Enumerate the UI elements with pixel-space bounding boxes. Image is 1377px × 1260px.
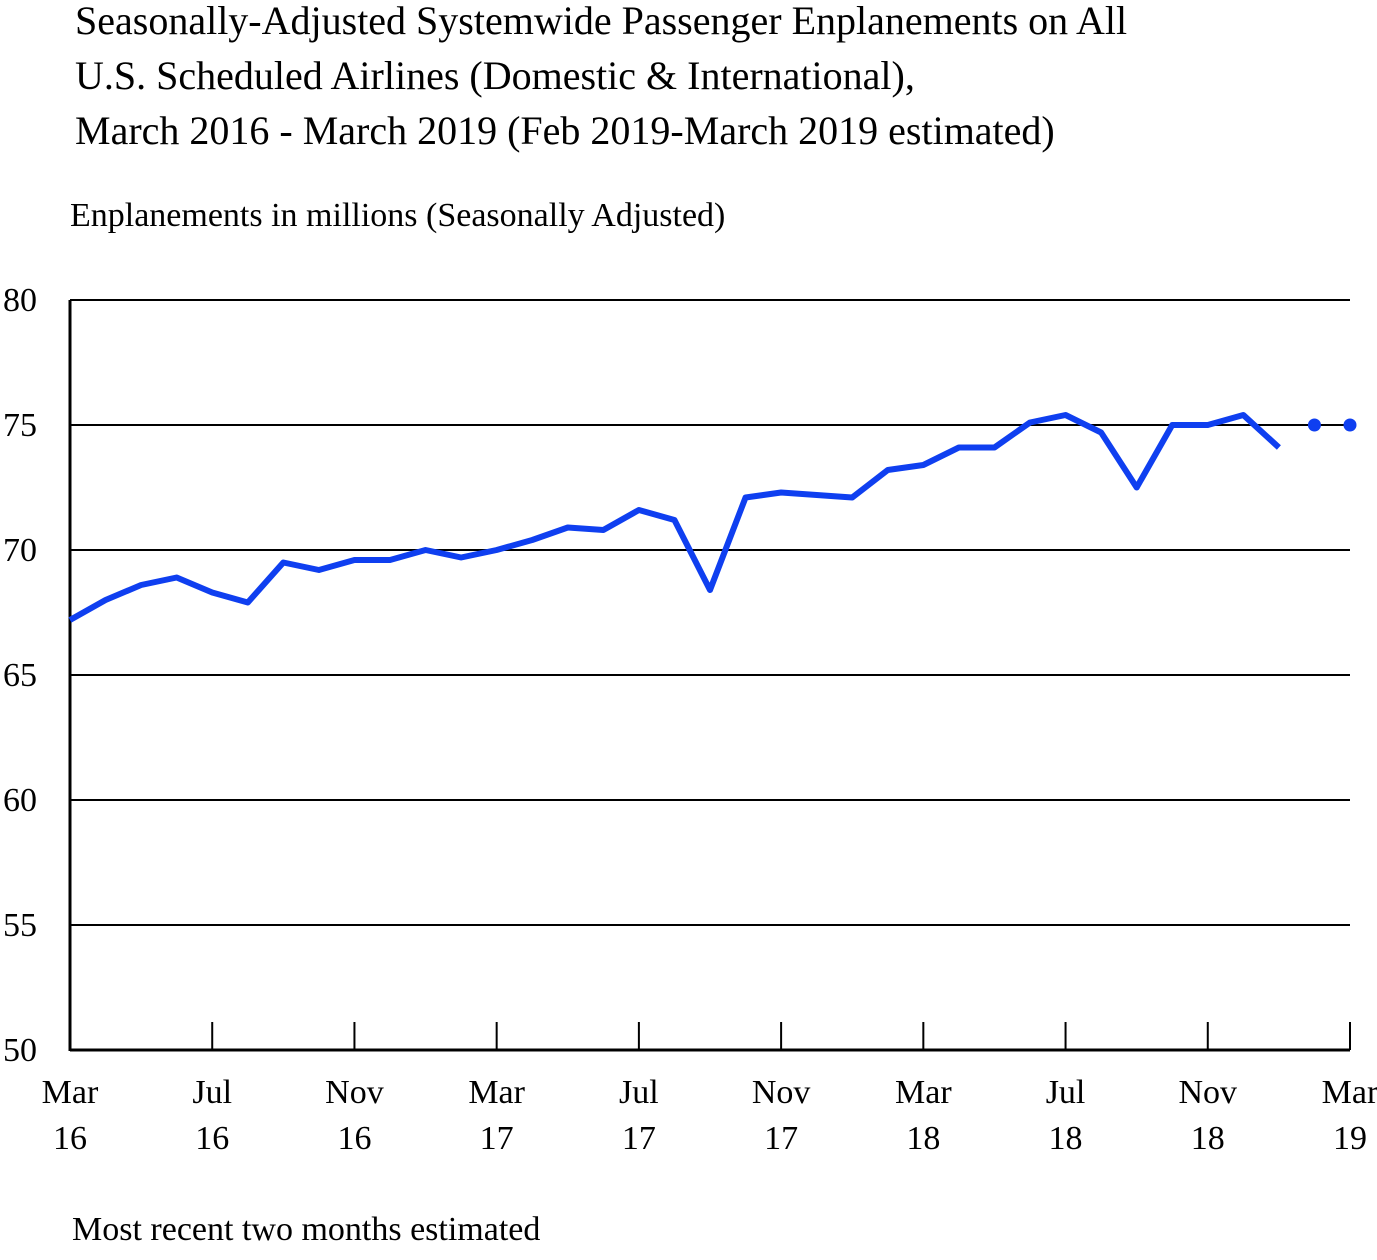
estimated-point xyxy=(1307,418,1321,432)
x-tick-label: Jul xyxy=(192,1074,232,1111)
x-tick-label: Mar xyxy=(895,1074,952,1111)
footnote: Most recent two months estimated xyxy=(72,1211,540,1248)
x-tick-label: Nov xyxy=(325,1074,384,1111)
y-tick-label: 65 xyxy=(3,657,37,694)
x-tick-label: Mar xyxy=(468,1074,525,1111)
x-tick-label: Nov xyxy=(1178,1074,1237,1111)
y-tick-label: 60 xyxy=(3,782,37,819)
y-tick-label: 70 xyxy=(3,532,37,569)
y-tick-label: 75 xyxy=(3,407,37,444)
x-tick-label: 17 xyxy=(480,1120,514,1157)
x-tick-label: Jul xyxy=(1046,1074,1086,1111)
x-tick-label: 17 xyxy=(764,1120,798,1157)
x-tick-label: 16 xyxy=(337,1120,371,1157)
x-tick-label: Mar xyxy=(42,1074,99,1111)
y-tick-label: 80 xyxy=(3,282,37,319)
y-tick-label: 55 xyxy=(3,907,37,944)
chart-title: U.S. Scheduled Airlines (Domestic & Inte… xyxy=(75,53,915,98)
estimated-point xyxy=(1343,418,1357,432)
x-tick-label: Jul xyxy=(619,1074,659,1111)
x-tick-label: 16 xyxy=(53,1120,87,1157)
x-tick-label: 18 xyxy=(1049,1120,1083,1157)
x-tick-label: 16 xyxy=(195,1120,229,1157)
data-line xyxy=(68,412,1281,623)
y-axis-label: Enplanements in millions (Seasonally Adj… xyxy=(70,197,725,234)
x-tick-label: 18 xyxy=(1191,1120,1225,1157)
x-tick-label: 19 xyxy=(1333,1120,1367,1157)
y-tick-label: 50 xyxy=(3,1032,37,1069)
x-tick-label: 17 xyxy=(622,1120,656,1157)
chart-title: March 2016 - March 2019 (Feb 2019-March … xyxy=(75,108,1055,153)
x-tick-label: Nov xyxy=(752,1074,811,1111)
x-tick-label: Mar xyxy=(1322,1074,1377,1111)
chart-title: Seasonally-Adjusted Systemwide Passenger… xyxy=(75,0,1127,43)
x-tick-label: 18 xyxy=(906,1120,940,1157)
